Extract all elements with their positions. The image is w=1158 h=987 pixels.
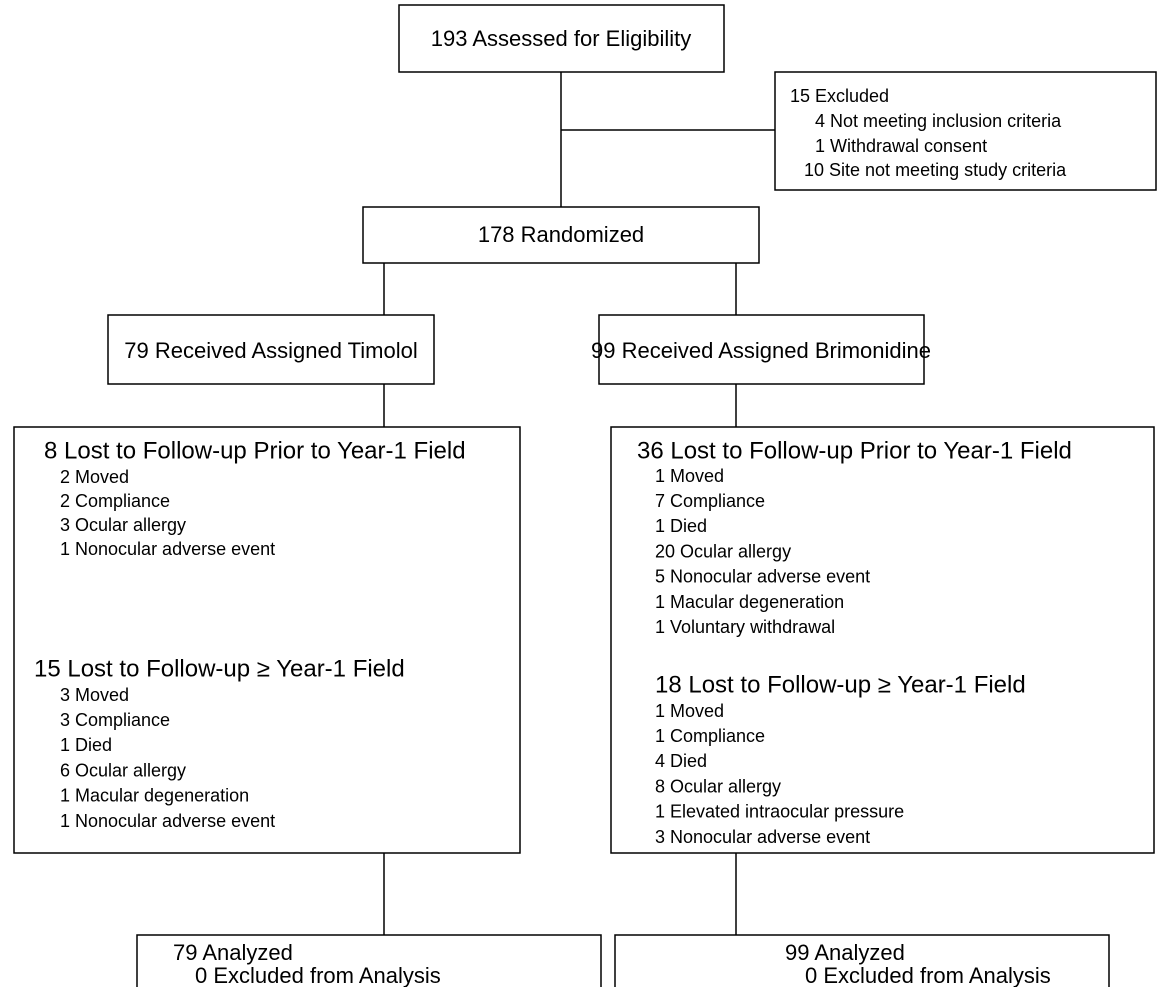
box — [610, 426, 1155, 854]
excluded-item: 4 Not meeting inclusion criteria — [815, 111, 1062, 131]
lost-item: 3 Ocular allergy — [60, 515, 186, 535]
excluded-item: 10 Site not meeting study criteria — [804, 160, 1067, 180]
box — [614, 934, 1110, 987]
lost-item: 2 Compliance — [60, 491, 170, 511]
box — [13, 426, 521, 854]
lost-item: 3 Nonocular adverse event — [655, 827, 870, 847]
analyzed: 99 Analyzed — [785, 940, 905, 965]
lost-after-title: 15 Lost to Follow-up ≥ Year-1 Field — [34, 655, 405, 682]
randomized: 178 Randomized — [478, 222, 644, 247]
box — [598, 314, 925, 385]
box — [774, 71, 1157, 191]
assessed: 193 Assessed for Eligibility — [431, 26, 691, 51]
lost-item: 1 Macular degeneration — [655, 592, 844, 612]
box — [362, 206, 760, 264]
lost-item: 8 Ocular allergy — [655, 776, 781, 796]
lost-item: 4 Died — [655, 751, 707, 771]
box — [398, 4, 725, 73]
lost-prior-title: 36 Lost to Follow-up Prior to Year-1 Fie… — [637, 437, 1072, 464]
excluded-title: 15 Excluded — [790, 86, 889, 106]
lost-item: 20 Ocular allergy — [655, 541, 791, 561]
lost-item: 1 Died — [60, 735, 112, 755]
box — [136, 934, 602, 987]
lost-item: 1 Elevated intraocular pressure — [655, 802, 904, 822]
lost-item: 1 Nonocular adverse event — [60, 811, 275, 831]
lost-item: 1 Macular degeneration — [60, 786, 249, 806]
box — [107, 314, 435, 385]
lost-item: 1 Compliance — [655, 726, 765, 746]
lost-item: 3 Compliance — [60, 710, 170, 730]
lost-item: 1 Moved — [655, 701, 724, 721]
excluded-analysis: 0 Excluded from Analysis — [805, 963, 1051, 987]
lost-item: 3 Moved — [60, 685, 129, 705]
lost-after-title: 18 Lost to Follow-up ≥ Year-1 Field — [655, 671, 1026, 698]
analyzed: 79 Analyzed — [173, 940, 293, 965]
lost-item: 6 Ocular allergy — [60, 760, 186, 780]
allocation: 99 Received Assigned Brimonidine — [591, 338, 931, 363]
lost-item: 1 Died — [655, 516, 707, 536]
allocation: 79 Received Assigned Timolol — [124, 338, 418, 363]
lost-prior-title: 8 Lost to Follow-up Prior to Year-1 Fiel… — [44, 437, 466, 464]
lost-item: 7 Compliance — [655, 491, 765, 511]
lost-item: 5 Nonocular adverse event — [655, 567, 870, 587]
lost-item: 1 Moved — [655, 466, 724, 486]
lost-item: 1 Nonocular adverse event — [60, 539, 275, 559]
lost-item: 1 Voluntary withdrawal — [655, 617, 835, 637]
excluded-item: 1 Withdrawal consent — [815, 136, 987, 156]
excluded-analysis: 0 Excluded from Analysis — [195, 963, 441, 987]
lost-item: 2 Moved — [60, 467, 129, 487]
